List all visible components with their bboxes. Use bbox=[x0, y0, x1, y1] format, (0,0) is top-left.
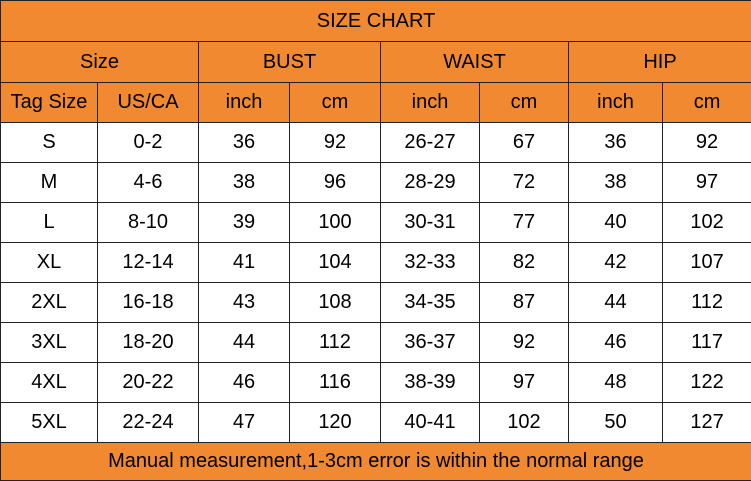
column-header-row: Tag Size US/CA inch cm inch cm inch cm bbox=[0, 82, 751, 123]
cell-bust-cm: 120 bbox=[289, 402, 381, 443]
cell-waist-inch: 30-31 bbox=[380, 202, 480, 243]
cell-bust-inch: 43 bbox=[198, 282, 290, 323]
cell-waist-cm: 97 bbox=[479, 362, 569, 403]
cell-bust-cm: 92 bbox=[289, 122, 381, 163]
cell-waist-cm: 92 bbox=[479, 322, 569, 363]
cell-hip-inch: 48 bbox=[568, 362, 663, 403]
cell-us-ca: 4-6 bbox=[97, 162, 199, 203]
cell-waist-inch: 40-41 bbox=[380, 402, 480, 443]
cell-bust-inch: 38 bbox=[198, 162, 290, 203]
cell-hip-cm: 97 bbox=[661, 162, 751, 203]
cell-waist-cm: 77 bbox=[479, 202, 569, 243]
cell-hip-cm: 117 bbox=[661, 322, 751, 363]
group-header-row: Size BUST WAIST HIP bbox=[0, 41, 751, 83]
cell-us-ca: 12-14 bbox=[97, 242, 199, 283]
cell-us-ca: 16-18 bbox=[97, 282, 199, 323]
footer-row: Manual measurement,1-3cm error is within… bbox=[0, 442, 751, 481]
cell-tag-size: 4XL bbox=[0, 362, 98, 403]
cell-bust-inch: 39 bbox=[198, 202, 290, 243]
cell-hip-inch: 50 bbox=[568, 402, 663, 443]
cell-hip-cm: 127 bbox=[661, 402, 751, 443]
cell-waist-inch: 36-37 bbox=[380, 322, 480, 363]
cell-tag-size: 2XL bbox=[0, 282, 98, 323]
column-header-hip-inch: inch bbox=[568, 82, 663, 123]
cell-hip-cm: 112 bbox=[661, 282, 751, 323]
table-row: 2XL 16-18 43 108 34-35 87 44 112 bbox=[0, 282, 751, 323]
column-header-hip-cm: cm bbox=[661, 82, 751, 123]
cell-hip-inch: 42 bbox=[568, 242, 663, 283]
group-header-size: Size bbox=[0, 41, 199, 83]
cell-bust-cm: 104 bbox=[289, 242, 381, 283]
table-row: XL 12-14 41 104 32-33 82 42 107 bbox=[0, 242, 751, 283]
column-header-waist-inch: inch bbox=[380, 82, 480, 123]
cell-bust-cm: 116 bbox=[289, 362, 381, 403]
cell-bust-inch: 36 bbox=[198, 122, 290, 163]
cell-waist-inch: 34-35 bbox=[380, 282, 480, 323]
table-row: L 8-10 39 100 30-31 77 40 102 bbox=[0, 202, 751, 243]
cell-hip-cm: 122 bbox=[661, 362, 751, 403]
column-header-waist-cm: cm bbox=[479, 82, 569, 123]
cell-tag-size: XL bbox=[0, 242, 98, 283]
table-row: 5XL 22-24 47 120 40-41 102 50 127 bbox=[0, 402, 751, 443]
table-row: 4XL 20-22 46 116 38-39 97 48 122 bbox=[0, 362, 751, 403]
cell-hip-inch: 44 bbox=[568, 282, 663, 323]
cell-bust-inch: 47 bbox=[198, 402, 290, 443]
cell-waist-inch: 32-33 bbox=[380, 242, 480, 283]
group-header-waist: WAIST bbox=[380, 41, 569, 83]
cell-bust-cm: 96 bbox=[289, 162, 381, 203]
cell-waist-cm: 102 bbox=[479, 402, 569, 443]
column-header-bust-inch: inch bbox=[198, 82, 290, 123]
column-header-tag-size: Tag Size bbox=[0, 82, 98, 123]
cell-hip-inch: 40 bbox=[568, 202, 663, 243]
cell-hip-cm: 92 bbox=[661, 122, 751, 163]
cell-us-ca: 22-24 bbox=[97, 402, 199, 443]
cell-waist-cm: 82 bbox=[479, 242, 569, 283]
chart-title: SIZE CHART bbox=[0, 0, 751, 42]
cell-us-ca: 20-22 bbox=[97, 362, 199, 403]
column-header-bust-cm: cm bbox=[289, 82, 381, 123]
cell-waist-inch: 38-39 bbox=[380, 362, 480, 403]
group-header-hip: HIP bbox=[567, 41, 751, 83]
group-header-bust: BUST bbox=[198, 41, 381, 83]
cell-waist-inch: 28-29 bbox=[380, 162, 480, 203]
footer-note: Manual measurement,1-3cm error is within… bbox=[0, 442, 751, 481]
cell-hip-cm: 107 bbox=[661, 242, 751, 283]
cell-us-ca: 8-10 bbox=[97, 202, 199, 243]
cell-tag-size: 3XL bbox=[0, 322, 98, 363]
cell-bust-cm: 108 bbox=[289, 282, 381, 323]
cell-hip-inch: 46 bbox=[568, 322, 663, 363]
cell-us-ca: 18-20 bbox=[97, 322, 199, 363]
cell-tag-size: M bbox=[0, 162, 98, 203]
cell-waist-cm: 67 bbox=[479, 122, 569, 163]
cell-hip-inch: 36 bbox=[568, 122, 663, 163]
cell-bust-cm: 100 bbox=[289, 202, 381, 243]
table-row: S 0-2 36 92 26-27 67 36 92 bbox=[0, 122, 751, 163]
cell-tag-size: 5XL bbox=[0, 402, 98, 443]
column-header-us-ca: US/CA bbox=[97, 82, 199, 123]
cell-tag-size: L bbox=[0, 202, 98, 243]
table-row: 3XL 18-20 44 112 36-37 92 46 117 bbox=[0, 322, 751, 363]
cell-bust-inch: 44 bbox=[198, 322, 290, 363]
cell-hip-cm: 102 bbox=[661, 202, 751, 243]
cell-waist-inch: 26-27 bbox=[380, 122, 480, 163]
cell-hip-inch: 38 bbox=[568, 162, 663, 203]
cell-bust-inch: 41 bbox=[198, 242, 290, 283]
cell-waist-cm: 87 bbox=[479, 282, 569, 323]
cell-tag-size: S bbox=[0, 122, 98, 163]
cell-us-ca: 0-2 bbox=[97, 122, 199, 163]
cell-bust-inch: 46 bbox=[198, 362, 290, 403]
cell-waist-cm: 72 bbox=[479, 162, 569, 203]
cell-bust-cm: 112 bbox=[289, 322, 381, 363]
title-row: SIZE CHART bbox=[0, 0, 751, 42]
table-row: M 4-6 38 96 28-29 72 38 97 bbox=[0, 162, 751, 203]
